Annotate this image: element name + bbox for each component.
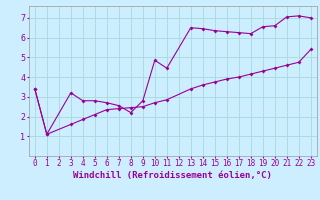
X-axis label: Windchill (Refroidissement éolien,°C): Windchill (Refroidissement éolien,°C) [73,171,272,180]
